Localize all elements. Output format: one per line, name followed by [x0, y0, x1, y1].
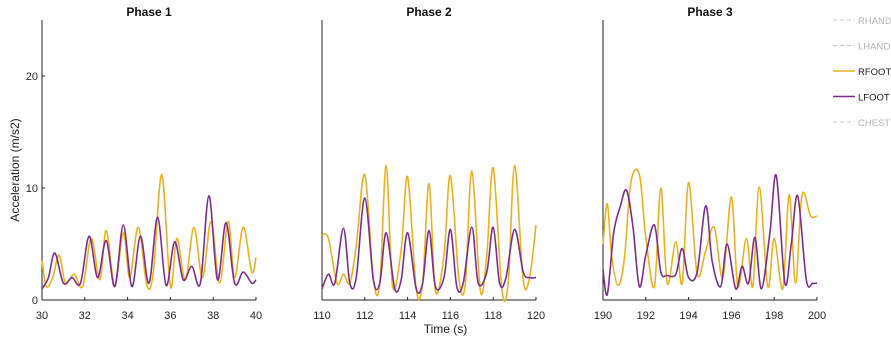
panel-1: Phase 1 30 32 34 36 38 40 0 10 20 [26, 5, 262, 322]
panel-title: Phase 1 [126, 5, 172, 19]
x-tick-label: 116 [442, 310, 460, 322]
x-tick-label: 190 [594, 310, 612, 322]
x-tick-label: 30 [36, 310, 48, 322]
legend-label-lhand: LHAND [858, 42, 890, 53]
panel-3: Phase 3 190 192 194 196 198 200 [594, 5, 826, 322]
series-line-lfoot [321, 197, 537, 295]
x-tick-label: 120 [527, 310, 545, 322]
series-line-lfoot [602, 174, 818, 297]
y-tick-label: 0 [32, 295, 38, 307]
x-tick-label: 38 [207, 310, 219, 322]
x-tick-label: 192 [637, 310, 655, 322]
panel-title: Phase 2 [406, 5, 452, 19]
legend-label-rhand: RHAND [858, 16, 891, 27]
legend-label-lfoot: LFOOT [858, 93, 890, 104]
y-tick-label: 10 [26, 183, 38, 195]
series-line-lfoot [41, 194, 257, 290]
x-tick-label: 196 [722, 310, 740, 322]
x-tick-label: 32 [79, 310, 91, 322]
x-tick-label: 118 [484, 310, 502, 322]
panel-title: Phase 3 [687, 5, 733, 19]
legend: RHAND LHAND RFOOT LFOOT CHEST [833, 16, 891, 129]
panel-2: Phase 2 110 112 114 116 118 120 [313, 5, 545, 322]
x-tick-label: 36 [164, 310, 176, 322]
series-line-rfoot [602, 168, 818, 290]
x-tick-label: 194 [679, 310, 697, 322]
series-line-rfoot [321, 164, 537, 302]
series-line-rfoot [41, 173, 257, 291]
legend-label-rfoot: RFOOT [858, 67, 891, 78]
x-tick-label: 114 [399, 310, 417, 322]
x-tick-label: 40 [250, 310, 262, 322]
x-axis-label: Time (s) [423, 322, 468, 336]
y-tick-label: 20 [26, 71, 38, 83]
legend-label-chest: CHEST [858, 118, 890, 129]
x-tick-label: 110 [313, 310, 331, 322]
x-tick-label: 112 [356, 310, 374, 322]
x-tick-label: 34 [121, 310, 133, 322]
x-tick-label: 200 [808, 310, 826, 322]
y-axis-label: Acceleration (m/s2) [8, 118, 22, 222]
x-tick-label: 198 [765, 310, 783, 322]
